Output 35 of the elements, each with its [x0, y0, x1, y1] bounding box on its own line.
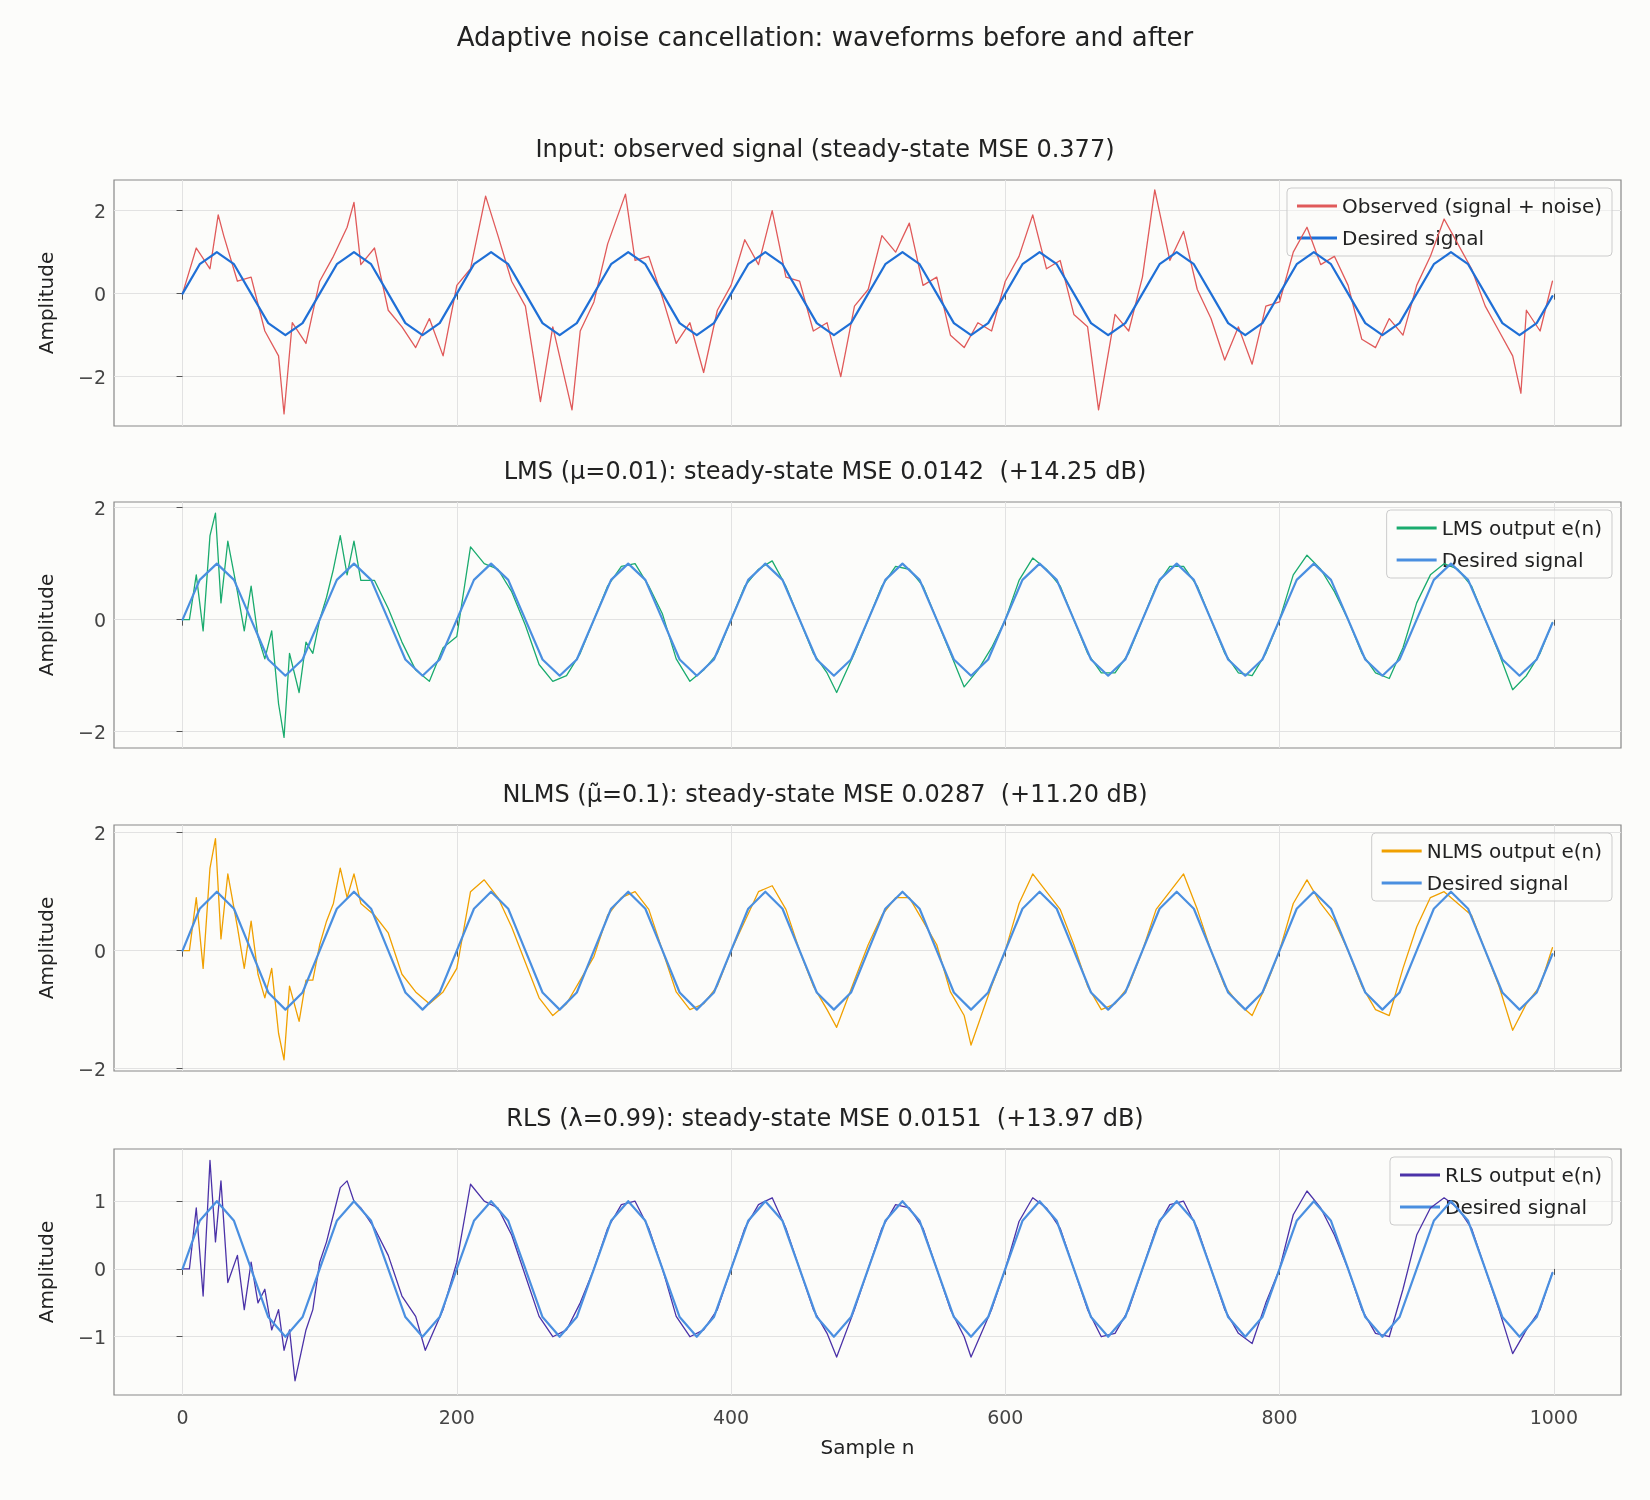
x-tick-label: 400 [712, 1405, 750, 1428]
y-tick-label: −2 [77, 1057, 106, 1080]
legend-label: Desired signal [1426, 871, 1569, 895]
y-axis-title: Amplitude [34, 573, 58, 677]
y-axis-title: Amplitude [34, 1220, 58, 1324]
y-tick-label: 1 [93, 1190, 106, 1213]
y-tick-label: 2 [93, 496, 106, 519]
chart-title: NLMS (μ̃=0.1): steady-state MSE 0.0287 (+11.20 dB) [502, 780, 1148, 808]
y-tick-label: −1 [77, 1325, 106, 1348]
legend-label: RLS output e(n) [1445, 1163, 1603, 1187]
y-axis-title: Amplitude [34, 896, 58, 1000]
chart-title: LMS (μ=0.01): steady-state MSE 0.0142 (+14.25 dB) [503, 457, 1147, 485]
legend-label: LMS output e(n) [1441, 516, 1603, 540]
x-tick-label: 200 [438, 1405, 475, 1428]
chart-title: Input: observed signal (steady-state MSE 0.377) [535, 135, 1115, 163]
legend-label: Desired signal [1441, 548, 1584, 572]
y-tick-label: 2 [93, 821, 106, 844]
text: Adaptive noise cancellation: waveforms before and after [455, 22, 1195, 52]
chart-title: RLS (λ=0.99): steady-state MSE 0.0151 (+13.97 dB) [506, 1104, 1144, 1132]
x-tick-label: 0 [176, 1405, 189, 1428]
y-tick-label: 0 [93, 608, 106, 631]
legend-label: NLMS output e(n) [1426, 839, 1603, 863]
y-tick-label: 2 [93, 199, 106, 222]
y-tick-label: 0 [93, 282, 106, 305]
y-tick-label: −2 [77, 365, 106, 388]
legend-label: Observed (signal + noise) [1341, 194, 1603, 218]
x-tick-label: 800 [1261, 1405, 1298, 1428]
x-tick-label: 600 [987, 1405, 1024, 1428]
x-tick-label: 1000 [1529, 1405, 1578, 1428]
line-series [181, 251, 1554, 337]
y-axis-title: Amplitude [34, 251, 58, 355]
y-tick-label: −2 [77, 720, 106, 743]
y-tick-label: 0 [93, 939, 106, 962]
y-tick-label: 0 [93, 1257, 106, 1280]
x-axis-title: Sample n [820, 1435, 915, 1459]
